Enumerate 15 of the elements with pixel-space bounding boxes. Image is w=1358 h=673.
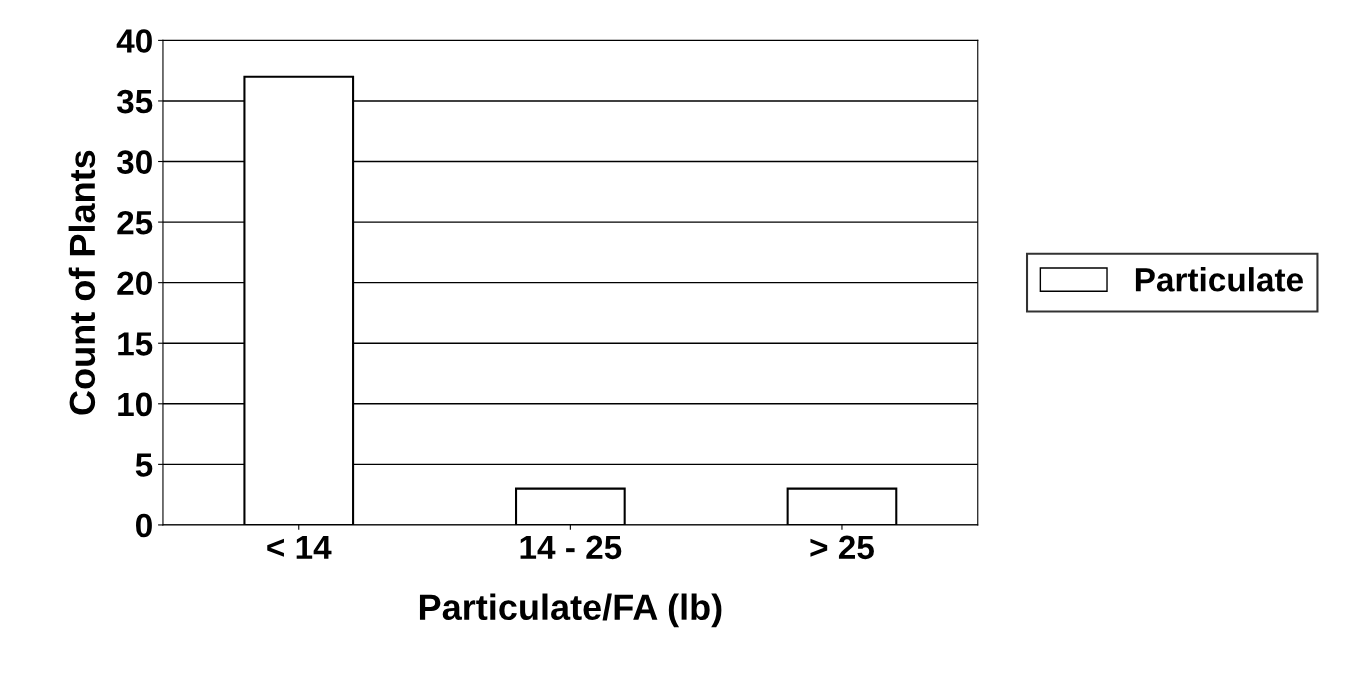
y-tick-label: 15: [118, 332, 153, 356]
x-tick-label: < 14: [267, 535, 332, 559]
y-tick-label: 0: [136, 513, 152, 538]
y-tick-label: 25: [117, 210, 153, 235]
y-tick-label: 35: [116, 89, 153, 114]
x-axis-title: Particulate/FA (lb): [419, 593, 722, 628]
x-tick-label: > 25: [810, 535, 874, 560]
y-tick-label: 20: [117, 271, 152, 296]
x-tick-label: 14 - 25: [520, 535, 622, 560]
y-tick-label: 40: [116, 29, 152, 53]
y-tick-label: 5: [135, 453, 153, 477]
legend-label: Particulate: [1135, 267, 1303, 292]
y-tick-label: 10: [118, 392, 152, 417]
y-tick-label: 30: [116, 150, 152, 174]
y-axis-title: Count of Plants: [68, 150, 96, 415]
